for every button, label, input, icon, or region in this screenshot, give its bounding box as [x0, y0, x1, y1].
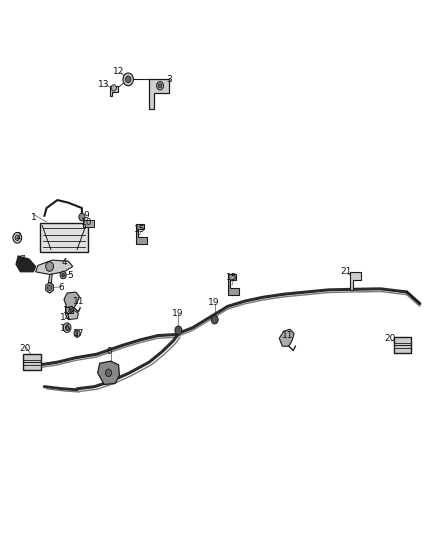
Text: 19: 19 — [208, 298, 219, 307]
Text: 13: 13 — [98, 80, 110, 89]
Circle shape — [13, 232, 21, 243]
Polygon shape — [65, 310, 78, 320]
Text: 19: 19 — [172, 309, 183, 318]
Text: 9: 9 — [83, 212, 89, 221]
Circle shape — [126, 76, 131, 83]
Text: 16: 16 — [60, 324, 71, 333]
Circle shape — [74, 330, 80, 337]
Circle shape — [158, 84, 162, 88]
Text: 21: 21 — [340, 268, 351, 276]
Text: 17: 17 — [73, 329, 84, 338]
Circle shape — [111, 85, 117, 91]
Text: 14: 14 — [60, 312, 71, 321]
Polygon shape — [46, 282, 53, 293]
Polygon shape — [350, 272, 361, 290]
Bar — [83, 220, 94, 227]
Polygon shape — [48, 274, 52, 288]
Text: 18: 18 — [63, 305, 74, 314]
Polygon shape — [136, 224, 147, 244]
Circle shape — [106, 369, 112, 376]
Circle shape — [46, 262, 53, 271]
Polygon shape — [228, 274, 239, 295]
Circle shape — [65, 326, 69, 330]
Text: 6: 6 — [58, 283, 64, 292]
Circle shape — [15, 235, 19, 240]
Polygon shape — [279, 329, 294, 346]
Text: 12: 12 — [113, 67, 124, 76]
Text: 20: 20 — [19, 344, 30, 353]
Circle shape — [60, 271, 66, 279]
Text: 10: 10 — [81, 219, 92, 228]
Text: 11: 11 — [73, 296, 84, 305]
Text: 2: 2 — [15, 232, 21, 241]
Text: 7: 7 — [19, 255, 25, 264]
Text: 15: 15 — [134, 225, 145, 234]
Bar — [65, 307, 73, 313]
Circle shape — [47, 285, 52, 290]
Circle shape — [175, 326, 182, 335]
Text: 5: 5 — [68, 271, 74, 280]
Circle shape — [79, 213, 85, 221]
Bar — [394, 337, 411, 353]
Polygon shape — [149, 79, 169, 109]
Circle shape — [62, 273, 64, 277]
Text: 8: 8 — [106, 347, 112, 356]
Text: 1: 1 — [31, 213, 36, 222]
Text: 15: 15 — [226, 273, 238, 281]
Text: 20: 20 — [385, 334, 396, 343]
Circle shape — [156, 82, 163, 90]
Text: 4: 4 — [61, 258, 67, 266]
Polygon shape — [64, 292, 79, 308]
Bar — [23, 354, 41, 370]
Circle shape — [211, 316, 218, 324]
Text: 11: 11 — [282, 331, 294, 340]
Circle shape — [63, 323, 71, 333]
Text: 3: 3 — [166, 75, 172, 84]
Circle shape — [123, 73, 134, 86]
Polygon shape — [16, 256, 35, 272]
Bar — [40, 223, 88, 252]
Polygon shape — [98, 361, 120, 384]
Polygon shape — [35, 260, 73, 274]
Circle shape — [69, 306, 74, 312]
Polygon shape — [110, 86, 118, 96]
